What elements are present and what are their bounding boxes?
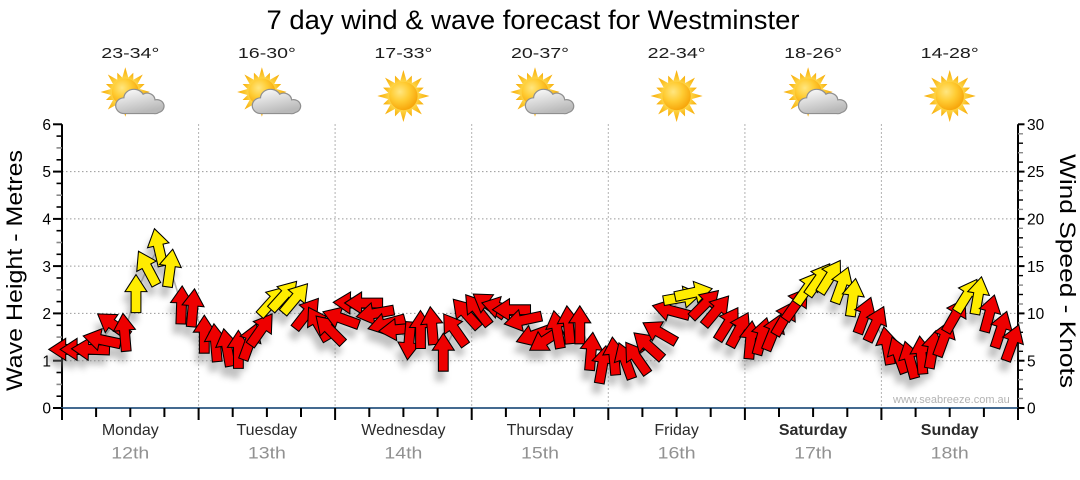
svg-text:7 day wind & wave forecast for: 7 day wind & wave forecast for Westminst…: [267, 5, 800, 35]
svg-text:6: 6: [42, 117, 51, 134]
svg-text:Sunday: Sunday: [921, 422, 979, 439]
svg-text:30: 30: [1027, 117, 1045, 134]
svg-text:1: 1: [42, 353, 51, 370]
svg-text:2: 2: [42, 306, 51, 323]
svg-text:20-37°: 20-37°: [511, 45, 569, 62]
svg-text:23-34°: 23-34°: [101, 45, 159, 62]
svg-text:16th: 16th: [658, 445, 696, 463]
svg-text:Friday: Friday: [654, 422, 698, 439]
svg-text:25: 25: [1027, 164, 1044, 181]
svg-text:Saturday: Saturday: [779, 422, 848, 439]
svg-text:0: 0: [42, 401, 51, 418]
svg-text:10: 10: [1027, 306, 1045, 323]
svg-text:5: 5: [1027, 353, 1036, 370]
svg-text:www.seabreeze.com.au: www.seabreeze.com.au: [892, 394, 1010, 406]
svg-text:5: 5: [42, 164, 51, 181]
svg-text:Tuesday: Tuesday: [237, 422, 298, 439]
svg-text:13th: 13th: [248, 445, 286, 463]
svg-text:20: 20: [1027, 212, 1045, 229]
svg-text:18-26°: 18-26°: [784, 45, 842, 62]
svg-text:17-33°: 17-33°: [374, 45, 432, 62]
svg-text:22-34°: 22-34°: [648, 45, 706, 62]
svg-text:0: 0: [1027, 401, 1036, 418]
svg-text:14-28°: 14-28°: [921, 45, 979, 62]
svg-text:Monday: Monday: [102, 422, 159, 439]
svg-text:14th: 14th: [384, 445, 422, 463]
svg-text:16-30°: 16-30°: [238, 45, 296, 62]
svg-text:3: 3: [42, 259, 51, 276]
svg-text:Wind Speed - Knots: Wind Speed - Knots: [1055, 154, 1080, 388]
svg-text:Thursday: Thursday: [507, 422, 574, 439]
svg-text:17th: 17th: [794, 445, 832, 463]
svg-text:4: 4: [42, 212, 51, 229]
svg-text:15: 15: [1027, 259, 1044, 276]
svg-text:15th: 15th: [521, 445, 559, 463]
svg-text:12th: 12th: [111, 445, 149, 463]
svg-text:Wave Height - Metres: Wave Height - Metres: [2, 150, 27, 391]
svg-text:Wednesday: Wednesday: [361, 422, 445, 439]
svg-text:18th: 18th: [931, 445, 969, 463]
